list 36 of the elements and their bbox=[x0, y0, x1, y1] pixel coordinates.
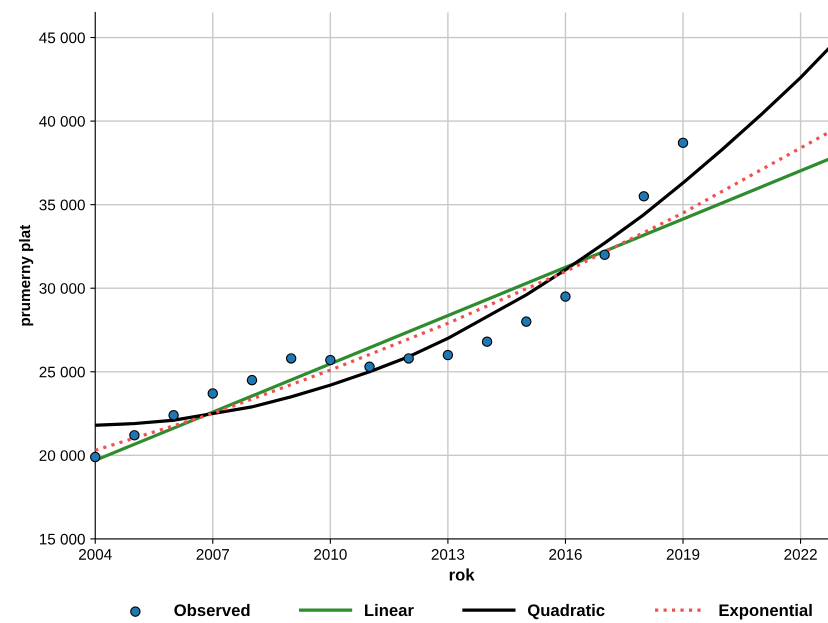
point bbox=[403, 353, 414, 364]
x-tick-label: 2013 bbox=[432, 549, 464, 560]
point bbox=[678, 138, 688, 148]
point bbox=[442, 350, 454, 360]
point bbox=[638, 191, 650, 202]
point bbox=[286, 353, 296, 364]
point bbox=[599, 250, 610, 260]
point bbox=[129, 430, 140, 440]
y-tick-label: 25 000 bbox=[40, 366, 85, 378]
point bbox=[246, 374, 258, 386]
legend-label: Linear bbox=[365, 604, 414, 616]
x-tick-label: 2010 bbox=[314, 549, 347, 560]
x-axis-title: rok bbox=[450, 568, 475, 581]
x-tick-label: 2007 bbox=[196, 549, 230, 560]
legend-label: Observed bbox=[174, 604, 250, 616]
y-tick-label: 35 000 bbox=[39, 200, 85, 210]
point bbox=[90, 452, 100, 462]
y-tick-label: 15 000 bbox=[40, 534, 85, 545]
x-tick-label: 2022 bbox=[784, 549, 817, 560]
point bbox=[168, 410, 179, 420]
point bbox=[325, 354, 336, 366]
point bbox=[560, 291, 571, 302]
point bbox=[482, 336, 492, 347]
y-tick-label: 30 000 bbox=[39, 283, 85, 294]
legend-label: Exponential bbox=[720, 604, 812, 620]
y-tick-label: 40 000 bbox=[39, 116, 85, 127]
point bbox=[364, 362, 375, 372]
point bbox=[521, 316, 532, 327]
legend-label: Quadratic bbox=[528, 604, 605, 620]
x-tick-label: 2019 bbox=[666, 549, 700, 560]
x-tick-label: 2004 bbox=[78, 549, 112, 560]
y-tick-label: 20 000 bbox=[40, 450, 85, 462]
y-tick-label: 45 000 bbox=[39, 32, 85, 44]
y-axis-title: prumerny plat bbox=[18, 224, 34, 326]
point bbox=[208, 388, 218, 399]
x-tick-label: 2016 bbox=[549, 549, 582, 560]
